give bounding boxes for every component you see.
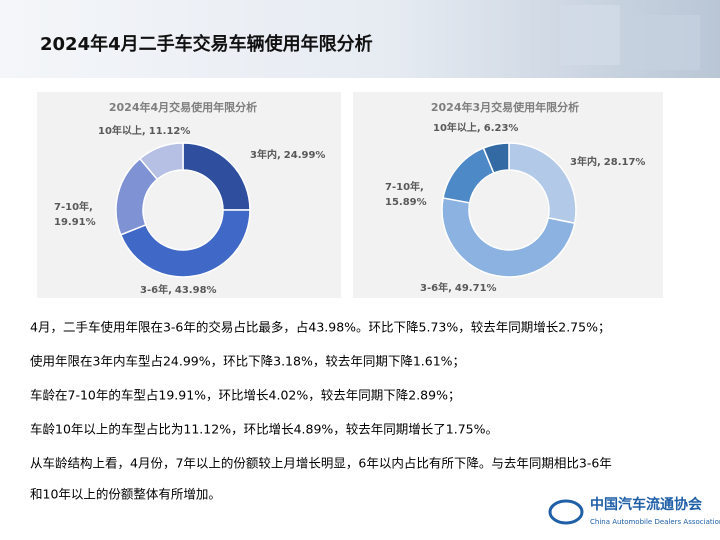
logo-english: China Automobile Dealers Association	[590, 518, 720, 526]
label-separator: ,	[448, 283, 452, 294]
label-category: 10年以上	[98, 124, 142, 137]
label-separator: ,	[420, 182, 424, 193]
label-category: 3年内	[250, 148, 277, 161]
label-category: 7-10年	[54, 200, 89, 213]
label-category: 10年以上	[433, 121, 477, 134]
label-value: 28.17%	[604, 157, 646, 168]
label-value: 24.99%	[284, 150, 326, 161]
label-separator: ,	[277, 150, 281, 161]
chart-title: 2024年4月交易使用年限分析	[109, 100, 257, 114]
chart-title: 2024年3月交易使用年限分析	[431, 100, 579, 114]
header-decor	[630, 15, 700, 70]
label-value: 19.91%	[54, 217, 96, 228]
data-label: 7-10年, 15.89%	[385, 180, 427, 208]
paragraph: 和10年以上的份额整体有所增加。	[30, 487, 221, 502]
paragraph: 从车龄结构上看，4月份，7年以上的份额较上月增长明显，6年以内占比有所下降。与去…	[30, 456, 612, 471]
logo: 中国汽车流通协会 China Automobile Dealers Associ…	[548, 496, 720, 526]
donut-segment	[138, 142, 184, 181]
data-label: 7-10年, 19.91%	[54, 200, 96, 228]
data-label: 10年以上, 6.23%	[433, 121, 518, 134]
label-category: 7-10年	[385, 180, 420, 193]
data-label: 3年内, 28.17%	[570, 155, 645, 168]
label-value: 49.71%	[455, 283, 497, 294]
label-category: 3年内	[570, 155, 597, 168]
paragraph: 4月，二手车使用年限在3-6年的交易占比最多，占43.98%。环比下降5.73%…	[30, 320, 610, 335]
donut-segment	[482, 142, 510, 175]
text-body: 4月，二手车使用年限在3-6年的交易占比最多，占43.98%。环比下降5.73%…	[30, 320, 612, 502]
label-separator: ,	[477, 123, 481, 134]
label-value: 11.12%	[149, 126, 191, 137]
data-label: 3年内, 24.99%	[250, 148, 325, 161]
label-separator: ,	[597, 157, 601, 168]
logo-name: 中国汽车流通协会	[590, 496, 703, 513]
label-value: 43.98%	[175, 285, 217, 296]
slide-title: 2024年4月二手车交易车辆使用年限分析	[40, 33, 373, 55]
paragraph: 车龄10年以上的车型占比为11.12%，环比增长4.89%，较去年同期增长了1.…	[30, 422, 498, 437]
paragraph: 车龄在7-10年的车型占19.91%，环比增长4.02%，较去年同期下降2.89…	[30, 388, 460, 403]
data-label: 10年以上, 11.12%	[98, 124, 190, 137]
label-separator: ,	[168, 285, 172, 296]
donut-segment	[441, 197, 576, 278]
donut-segment	[119, 209, 251, 278]
label-category: 3-6年	[140, 283, 168, 296]
data-label: 3-6年, 43.98%	[140, 283, 217, 296]
label-separator: ,	[89, 202, 93, 213]
header-decor	[560, 5, 620, 65]
label-value: 6.23%	[484, 123, 519, 134]
logo-icon	[548, 499, 584, 525]
label-separator: ,	[142, 126, 146, 137]
label-value: 15.89%	[385, 197, 427, 208]
label-category: 3-6年	[420, 281, 448, 294]
paragraph: 使用年限在3年内车型占24.99%，环比下降3.18%，较去年同期下降1.61%…	[30, 354, 465, 369]
data-label: 3-6年, 49.71%	[420, 281, 497, 294]
